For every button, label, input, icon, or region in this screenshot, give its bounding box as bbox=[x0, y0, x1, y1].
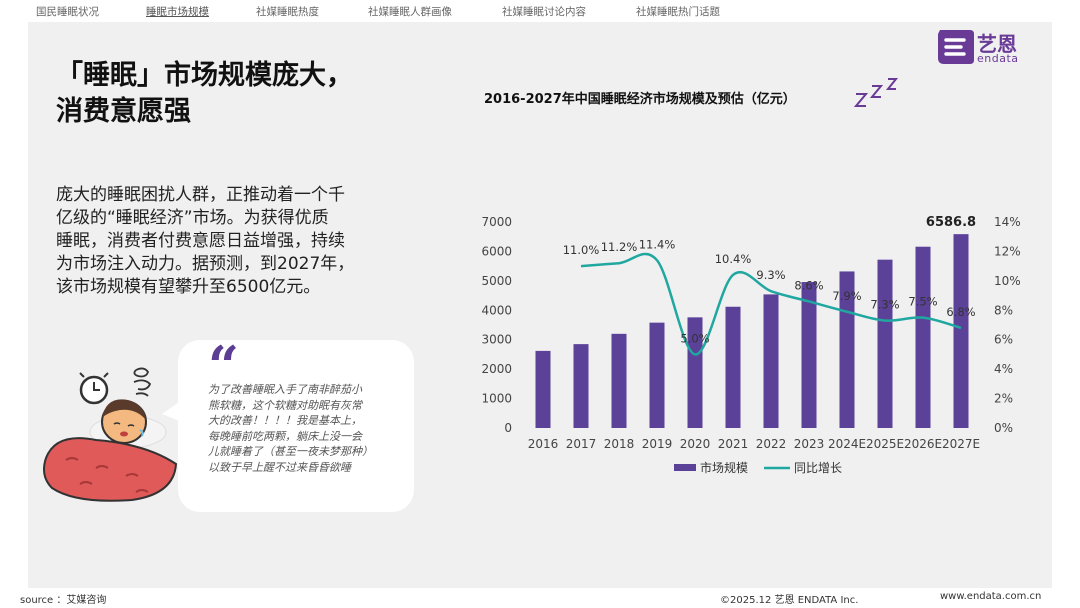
blanket-icon bbox=[43, 437, 178, 502]
logo-text-en: endata bbox=[977, 52, 1019, 65]
y-right-tick-label: 8% bbox=[994, 303, 1013, 317]
x-tick-label: 2016 bbox=[528, 437, 559, 451]
line-data-label: 7.5% bbox=[908, 295, 937, 309]
quote-line: 以致于早上醒不过来昏昏欲睡 bbox=[208, 460, 351, 474]
page-title-line-2: 消费意愿强 bbox=[56, 96, 191, 127]
line-data-label: 7.3% bbox=[870, 298, 899, 312]
line-data-label: 7.9% bbox=[832, 289, 861, 303]
y-left-tick-label: 3000 bbox=[481, 333, 512, 347]
nav-tab-hot-topics[interactable]: 社媒睡眠热门话题 bbox=[636, 6, 720, 18]
x-tick-label: 2019 bbox=[642, 437, 673, 451]
line-data-label: 9.3% bbox=[756, 268, 785, 282]
page-title-line-1: 「睡眠」市场规模庞大， bbox=[56, 60, 353, 91]
y-right-tick-label: 6% bbox=[994, 333, 1013, 347]
source-note: source ：艾媒咨询 bbox=[20, 595, 107, 606]
y-left-tick-label: 1000 bbox=[481, 392, 512, 406]
nav-tab-discussion[interactable]: 社媒睡眠讨论内容 bbox=[502, 6, 586, 18]
y-right-tick-label: 10% bbox=[994, 274, 1020, 288]
nav-tab-audience-profile[interactable]: 社媒睡眠人群画像 bbox=[368, 6, 452, 18]
quote-line: 儿就睡着了（甚至一夜未梦那种） bbox=[208, 445, 373, 458]
y-right-tick-label: 14% bbox=[994, 215, 1020, 229]
line-data-label: 5.0% bbox=[680, 331, 709, 345]
nav-tab-social-heat[interactable]: 社媒睡眠热度 bbox=[256, 6, 319, 18]
y-left-tick-label: 5000 bbox=[481, 274, 512, 288]
x-tick-label: 2021 bbox=[718, 437, 749, 451]
x-tick-label: 2020 bbox=[680, 437, 711, 451]
y-right-tick-label: 0% bbox=[994, 421, 1013, 435]
line-data-label: 11.2% bbox=[601, 240, 638, 254]
legend-label: 同比增长 bbox=[794, 461, 842, 475]
y-left-tick-label: 4000 bbox=[481, 303, 512, 317]
y-left-tick-label: 7000 bbox=[481, 215, 512, 229]
quote-line: 为了改善睡眠入手了南非醉茄小 bbox=[208, 383, 362, 396]
bar-market-size-2023 bbox=[801, 282, 817, 428]
endata-logo: 艺恩 endata bbox=[934, 26, 1044, 68]
bar-market-size-2022 bbox=[763, 294, 779, 428]
quote-line: 每晚睡前吃两颗，躺床上没一会 bbox=[208, 429, 362, 443]
bubble-tail-icon bbox=[162, 400, 182, 422]
quote-line: 大的改善！！！！我是基本上， bbox=[208, 414, 362, 427]
market-size-chart: 0 1000 2000 3000 4000 5000 6000 7000 0% 2% 4% 6% 8% 1… bbox=[481, 215, 1020, 475]
chart-title: 2016-2027年中国睡眠经济市场规模及预估（亿元） bbox=[484, 92, 796, 107]
footer-url[interactable]: www.endata.com.cn bbox=[940, 591, 1042, 602]
logo-text-cn: 艺恩 bbox=[977, 32, 1017, 56]
person-head-icon bbox=[101, 399, 147, 444]
x-tick-label: 2017 bbox=[566, 437, 597, 451]
description-line: 为市场注入动力。据预测，到2027年， bbox=[56, 254, 355, 274]
legend-swatch-bar bbox=[674, 464, 696, 471]
line-yoy-growth bbox=[580, 252, 962, 356]
bar-market-size-2018 bbox=[611, 333, 627, 428]
bar-market-size-2016 bbox=[535, 350, 551, 428]
bar-market-size-2017 bbox=[573, 344, 589, 428]
endata-logo-icon bbox=[938, 30, 974, 64]
description-line: 睡眠，消费者付费意愿日益增强，持续 bbox=[56, 231, 345, 251]
top-nav: 国民睡眠状况 睡眠市场规模 社媒睡眠热度 社媒睡眠人群画像 社媒睡眠讨论内容 社… bbox=[0, 0, 1080, 22]
y-left-tick-label: 0 bbox=[504, 421, 512, 435]
line-data-label: 6.8% bbox=[946, 305, 975, 319]
quote-bubble: “ 为了改善睡眠入手了南非醉茄小 熊软糖，这个软糖对助眠有灰常 大的改善！！！！… bbox=[162, 334, 414, 512]
x-tick-label: 2027E bbox=[942, 437, 980, 451]
description-line: 该市场规模有望攀升至6500亿元。 bbox=[56, 277, 321, 297]
bar-market-size-2027E bbox=[953, 234, 969, 428]
legend-label: 市场规模 bbox=[700, 460, 748, 475]
nav-tab-market-size[interactable]: 睡眠市场规模 bbox=[146, 6, 209, 18]
dizzy-swirl-icon bbox=[133, 367, 152, 397]
line-data-label: 10.4% bbox=[715, 252, 752, 266]
bar-market-size-2025E bbox=[877, 259, 893, 428]
quote-text: 为了改善睡眠入手了南非醉茄小 熊软糖，这个软糖对助眠有灰常 大的改善！！！！我是… bbox=[208, 382, 404, 475]
description-line: 庞大的睡眠困扰人群，正推动着一个千 bbox=[56, 185, 345, 205]
y-right-tick-label: 4% bbox=[994, 362, 1013, 376]
x-tick-label: 2024E bbox=[828, 437, 866, 451]
bar-market-size-2019 bbox=[649, 322, 665, 428]
y-right-tick-label: 12% bbox=[994, 244, 1020, 258]
line-data-label: 8.6% bbox=[794, 278, 823, 292]
bar-market-size-2026E bbox=[915, 246, 931, 428]
copyright-text: ©2025.12 艺恩 ENDATA Inc. bbox=[720, 595, 859, 606]
y-right-tick-label: 2% bbox=[994, 392, 1013, 406]
description-text: 庞大的睡眠困扰人群，正推动着一个千 亿级的“睡眠经济”市场。为获得优质 睡眠，消… bbox=[56, 184, 416, 299]
page-title: 「睡眠」市场规模庞大， 消费意愿强 bbox=[56, 58, 353, 130]
x-tick-label: 2022 bbox=[756, 437, 787, 451]
description-line: 亿级的“睡眠经济”市场。为获得优质 bbox=[56, 208, 329, 228]
x-tick-label: 2023 bbox=[794, 437, 825, 451]
line-data-label: 11.4% bbox=[639, 237, 676, 251]
bar-data-label: 6586.8 bbox=[926, 215, 976, 230]
x-tick-label: 2018 bbox=[604, 437, 635, 451]
sleeping-person-illustration bbox=[43, 367, 178, 502]
nav-tab-sleep-status[interactable]: 国民睡眠状况 bbox=[36, 6, 99, 18]
alarm-clock-icon bbox=[79, 372, 109, 405]
bar-market-size-2020 bbox=[687, 317, 703, 428]
quote-line: 熊软糖，这个软糖对助眠有灰常 bbox=[208, 398, 362, 412]
y-left-tick-label: 6000 bbox=[481, 244, 512, 258]
x-tick-label: 2026E bbox=[904, 437, 942, 451]
y-left-tick-label: 2000 bbox=[481, 362, 512, 376]
x-tick-label: 2025E bbox=[866, 437, 904, 451]
zzz-icon bbox=[853, 78, 899, 107]
line-data-label: 11.0% bbox=[563, 243, 600, 257]
bar-market-size-2021 bbox=[725, 306, 741, 428]
quote-mark-icon: “ bbox=[208, 334, 240, 398]
